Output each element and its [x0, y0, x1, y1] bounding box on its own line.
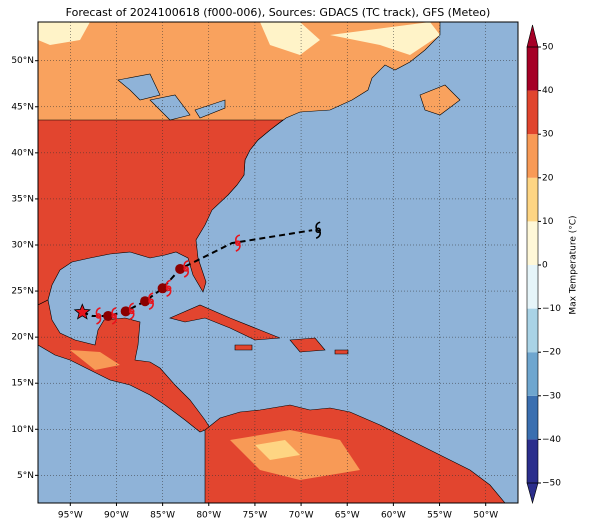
colorbar-tick-label: −30 [542, 391, 561, 401]
x-tick-label: 90°W [104, 511, 129, 521]
lake [117, 73, 161, 101]
colorbar-label: Max Temperature (°C) [569, 215, 579, 314]
y-tick-label: 50°N [11, 56, 34, 66]
colorbar-tick-label: 50 [542, 43, 554, 53]
track-cyclone [165, 279, 172, 298]
x-tick-label: 80°W [196, 511, 221, 521]
track-star [73, 303, 91, 320]
colorbar-tick-label: 30 [542, 130, 554, 140]
y-tick-label: 40°N [11, 148, 34, 158]
land-newfoundland [419, 84, 461, 116]
track-cyclone [235, 234, 241, 252]
colorbar-bin [527, 177, 538, 222]
land-warm [70, 350, 120, 370]
y-tick-label: 30°N [11, 240, 34, 250]
land-south-america [204, 404, 506, 503]
track-cyclone [148, 292, 154, 310]
track-line [81, 229, 313, 317]
colorbar-bin [527, 134, 538, 178]
x-tick-label: 65°W [335, 511, 360, 521]
colorbar-bin [527, 352, 538, 396]
y-tick-label: 5°N [17, 471, 34, 481]
colorbar-bin [527, 47, 538, 91]
lake [194, 99, 226, 119]
colorbar-bin [527, 308, 538, 353]
island [169, 304, 281, 341]
y-tick-label: 10°N [11, 425, 34, 435]
title: Forecast of 2024100618 (f000-006), Sourc… [66, 6, 491, 19]
colorbar-tick-label: −20 [542, 348, 561, 358]
y-tick-label: 20°N [11, 333, 34, 343]
map-frame [37, 21, 519, 504]
y-tick-label: 35°N [11, 194, 34, 204]
x-tick-label: 60°W [381, 511, 406, 521]
colorbar-bin [527, 395, 538, 440]
x-tick-label: 85°W [150, 511, 175, 521]
track-layer [73, 221, 321, 325]
y-tick-label: 15°N [11, 379, 34, 389]
x-tick-label: 75°W [242, 511, 267, 521]
track-cyclone [95, 307, 102, 325]
land-cool [38, 22, 90, 45]
x-tick-label: 70°W [289, 511, 314, 521]
track-dot [140, 296, 151, 307]
colorbar-tick-label: −40 [542, 435, 561, 445]
land-central-america [38, 299, 211, 433]
colorbar-tick-label: 0 [542, 261, 548, 271]
track-dot [103, 310, 114, 321]
colorbar-tick-label: 20 [542, 173, 554, 183]
lake [149, 94, 191, 121]
track-dot [157, 283, 168, 294]
grid-layer [38, 22, 518, 503]
island [234, 344, 253, 351]
x-tick-label: 95°W [58, 511, 83, 521]
y-tick-label: 45°N [11, 102, 34, 112]
island [289, 337, 326, 353]
track-cyclone [128, 302, 135, 321]
track-cyclone [183, 260, 189, 278]
y-tick-label: 25°N [11, 287, 34, 297]
colorbar-tick-label: 10 [542, 217, 554, 227]
colorbar-extend [526, 482, 539, 505]
colorbar-tick-label: 40 [542, 86, 554, 96]
island [334, 349, 349, 355]
colorbar-bin [527, 265, 538, 309]
track-dot [120, 306, 131, 317]
colorbar-extend [526, 24, 539, 48]
land-cool [330, 22, 440, 55]
colorbar: −50 −40 −30 −20 −10 0 10 20 30 40 50 [526, 24, 561, 505]
land-south-us [38, 119, 284, 306]
colorbar-bin [527, 90, 538, 135]
colorbar-tick-label: −50 [542, 479, 561, 489]
track-cyclone [111, 307, 117, 325]
colorbar-bin [527, 439, 538, 483]
track-cyclone [315, 221, 321, 239]
land-warm [255, 440, 300, 460]
x-tick-label: 50°W [473, 511, 498, 521]
colorbar-bin [527, 221, 538, 265]
x-tick-label: 55°W [427, 511, 452, 521]
land-cool [260, 22, 320, 55]
map-layer [38, 22, 518, 503]
track-dot [175, 263, 186, 274]
colorbar-tick-label: −10 [542, 304, 561, 314]
